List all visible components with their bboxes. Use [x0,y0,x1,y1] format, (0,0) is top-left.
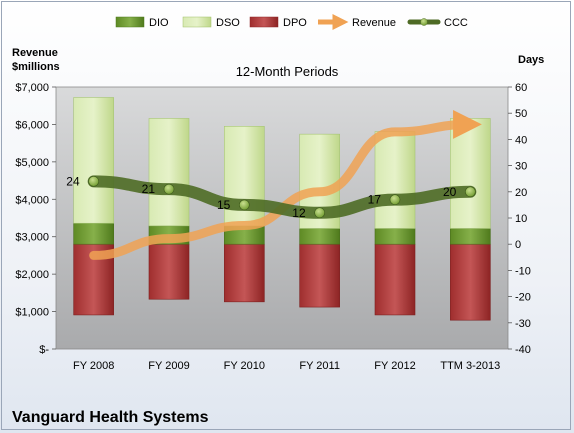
left-axis: $- $1,000 $2,000 $3,000 $4,000 $5,000 $6,000 $7… [15,82,56,356]
right-tick-label: 50 [515,108,527,120]
bar-dpo [450,243,491,321]
bar-dio [374,228,416,245]
left-tick-label: $3,000 [15,232,49,244]
x-axis: FY 2008 FY 2009 FY 2010 FY 2011 FY 2012 TTM 3… [73,360,500,372]
right-tick-label: 60 [515,82,527,94]
right-tick-label: 30 [515,161,527,173]
legend: DIO DSO DPO Revenue CCC [115,13,468,31]
ccc-point [239,199,250,211]
bar-dso [374,131,416,229]
ccc-value-label: 12 [292,206,306,220]
right-tick-label: 20 [515,187,527,199]
legend-item-dio: DIO [115,16,169,29]
left-tick-label: $4,000 [15,194,49,206]
legend-swatch-dso [182,16,212,28]
ccc-value-label: 15 [217,198,231,212]
bar-dio [73,222,114,245]
legend-item-ccc: CCC [407,17,468,29]
left-axis-title-line1: Revenue [12,47,58,59]
company-name: Vanguard Health Systems [12,409,209,426]
right-tick-label: 40 [515,134,527,146]
legend-label-ccc: CCC [444,17,468,29]
bar-dio [299,228,340,245]
legend-item-dpo: DPO [249,16,307,29]
bar-dpo [224,243,265,303]
legend-item-revenue: Revenue [318,13,396,31]
bar-dpo [299,243,340,308]
ccc-value-label: 20 [443,185,457,199]
x-category-label: TTM 3-2013 [440,360,500,372]
chart-subtitle: 12-Month Periods [236,64,339,79]
legend-label-dio: DIO [149,17,169,29]
ccc-line [87,175,477,219]
bar-dio [450,228,491,245]
left-tick-label: $- [39,344,49,356]
left-axis-title-line2: $millions [12,61,60,73]
right-tick-label: 10 [515,213,527,225]
ccc-series: 24 21 15 12 17 20 [66,174,477,220]
right-tick-label: -10 [515,265,531,277]
left-tick-label: $2,000 [15,269,49,281]
legend-swatch-dio [115,16,145,28]
x-category-label: FY 2010 [224,360,265,372]
ccc-value-label: 24 [66,174,80,188]
right-tick-label: -20 [515,292,531,304]
legend-label-dpo: DPO [283,17,307,29]
left-tick-label: $5,000 [15,157,49,169]
right-axis: -40 -30 -20 -10 0 10 20 30 40 50 60 [508,82,531,356]
legend-item-dso: DSO [182,16,240,29]
ccc-value-label: 17 [368,193,382,207]
left-tick-label: $6,000 [15,119,49,131]
legend-swatch-dpo [249,16,279,28]
ccc-point [163,183,175,195]
legend-label-revenue: Revenue [352,17,396,29]
bar-dpo [374,243,416,316]
x-category-label: FY 2008 [73,360,114,372]
ccc-value-label: 21 [142,182,156,196]
bar-dso [73,97,114,224]
right-tick-label: 0 [515,239,521,251]
ccc-point [88,176,99,187]
bar-dso [148,118,190,227]
x-category-label: FY 2012 [374,360,415,372]
x-category-label: FY 2009 [148,360,189,372]
left-tick-label: $7,000 [15,82,49,94]
right-axis-title: Days [518,54,544,66]
left-tick-label: $1,000 [15,307,49,319]
x-category-label: FY 2011 [299,360,340,372]
bar-dso [450,118,491,229]
bar-dpo [148,243,190,300]
ccc-point [465,186,476,198]
ccc-point [389,194,401,205]
right-tick-label: -40 [515,344,531,356]
legend-label-dso: DSO [216,17,240,29]
ccc-point [314,207,325,219]
right-tick-label: -30 [515,318,531,330]
legend-dot-ccc [420,18,428,26]
